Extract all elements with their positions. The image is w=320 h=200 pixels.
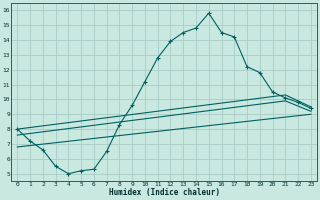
X-axis label: Humidex (Indice chaleur): Humidex (Indice chaleur)	[108, 188, 220, 197]
